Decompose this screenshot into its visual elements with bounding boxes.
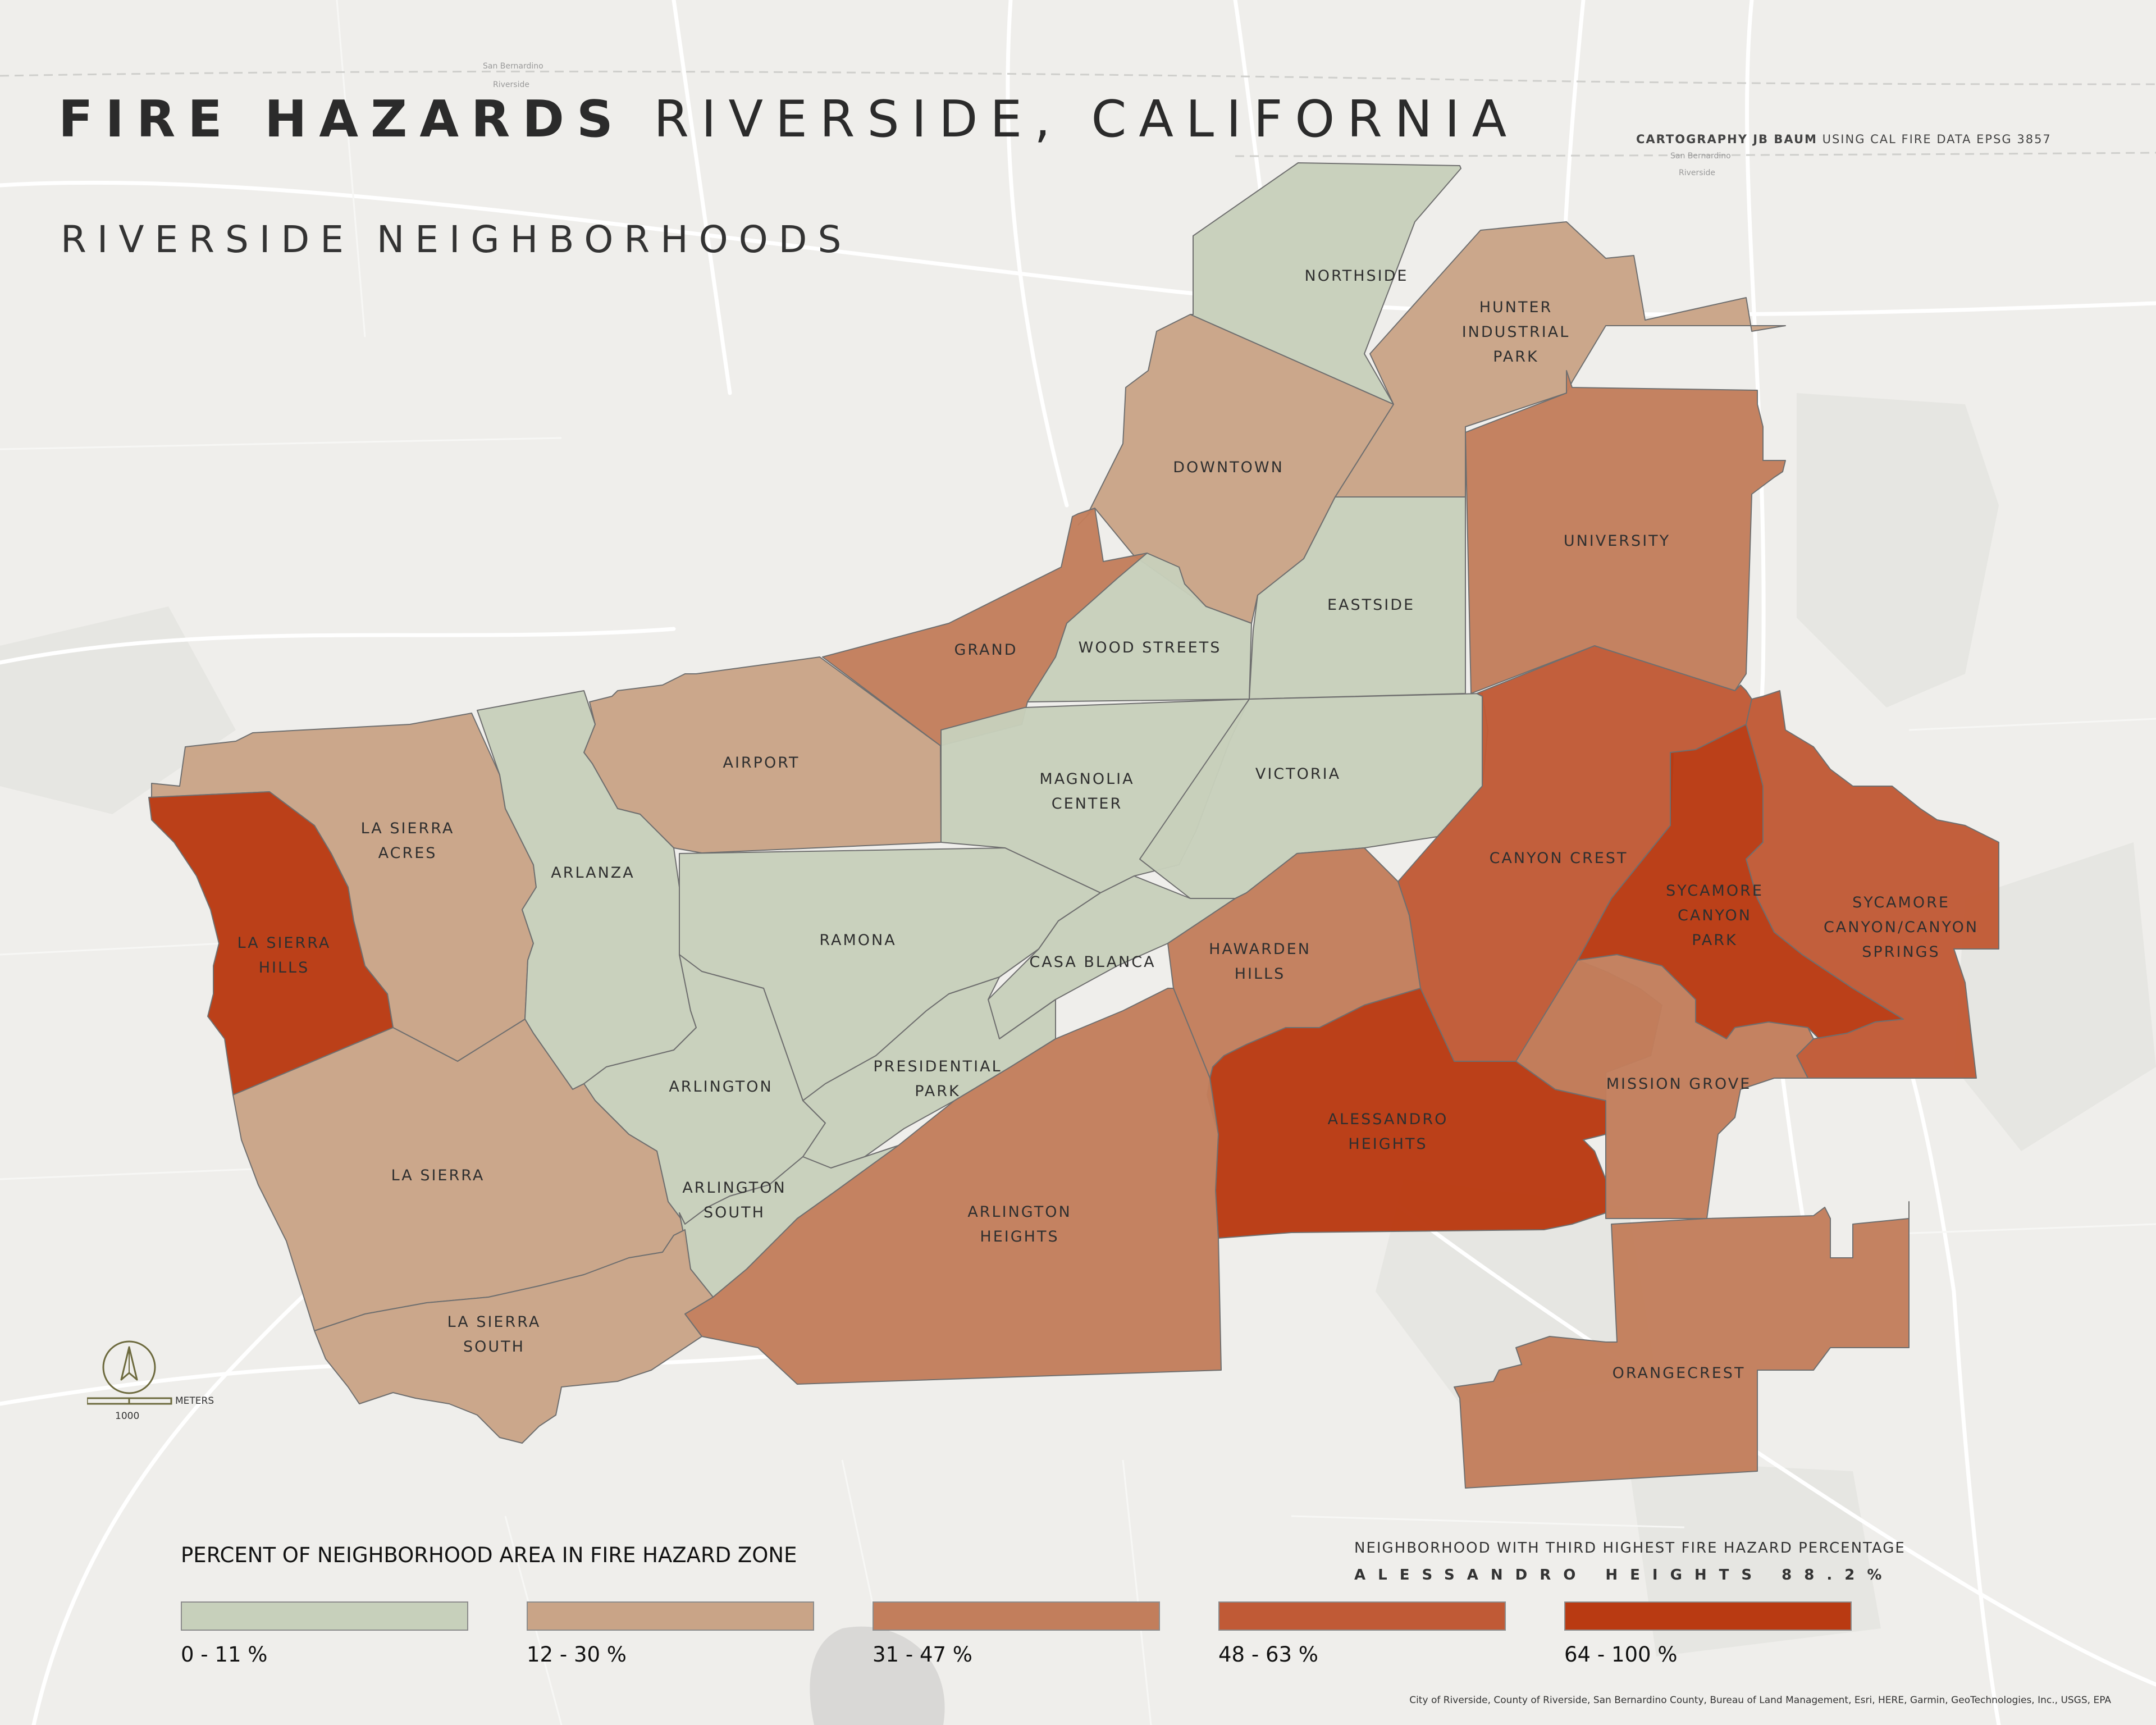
data-sources: City of Riverside, County of Riverside, … [1409, 1695, 2111, 1706]
neighborhood-sycamore-canyon-springs[interactable] [1746, 690, 1999, 1079]
map-title-place: RIVERSIDE, CALIFORNIA [654, 90, 1519, 149]
basemap-label-riverside: Riverside [493, 80, 529, 89]
scale-value: 1000 [115, 1411, 140, 1422]
label-canyon-crest: CANYON CREST [1490, 850, 1628, 867]
cartography-credit: CARTOGRAPHY JB BAUM USING CAL FIRE DATA … [1636, 133, 2052, 146]
legend-swatch-31-47 [873, 1601, 1160, 1631]
legend-swatch-12-30 [527, 1601, 814, 1631]
label-magnolia-center: MAGNOLIA CENTER [1039, 770, 1134, 813]
basemap-label-riverside-east: Riverside [1679, 168, 1715, 177]
lake [810, 1626, 945, 1725]
label-victoria: VICTORIA [1255, 765, 1341, 783]
legend-title: PERCENT OF NEIGHBORHOOD AREA IN FIRE HAZ… [181, 1543, 797, 1567]
third-highest-value: ALESSANDRO HEIGHTS 88.2% [1354, 1567, 1894, 1583]
label-wood-streets: WOOD STREETS [1079, 639, 1222, 656]
label-sycamore-canyon-springs: SYCAMORE CANYON/CANYON SPRINGS [1824, 894, 1979, 961]
legend-label-12-30: 12 - 30 % [527, 1642, 627, 1667]
label-downtown: DOWNTOWN [1173, 459, 1284, 476]
label-arlington-heights: ARLINGTON HEIGHTS [967, 1203, 1071, 1245]
label-hunter-industrial-park: HUNTER INDUSTRIAL PARK [1462, 299, 1570, 366]
label-sycamore-canyon-park: SYCAMORE CANYON PARK [1666, 882, 1764, 949]
label-la-sierra-south: LA SIERRA SOUTH [447, 1313, 541, 1356]
neighborhood-orangecrest[interactable] [1454, 1201, 1910, 1489]
label-casa-blanca: CASA BLANCA [1029, 953, 1155, 971]
credit-author: CARTOGRAPHY JB BAUM [1636, 133, 1817, 146]
label-airport: AIRPORT [723, 754, 800, 772]
label-arlington: ARLINGTON [669, 1078, 773, 1096]
north-arrow-icon [102, 1340, 156, 1394]
label-grand: GRAND [954, 641, 1017, 659]
label-la-sierra: LA SIERRA [391, 1167, 485, 1184]
credit-source: USING CAL FIRE DATA EPSG 3857 [1822, 133, 2052, 146]
county-boundary-east [1235, 152, 2156, 157]
basemap-label-san-bernardino: San Bernardino [483, 62, 543, 71]
neighborhood-university[interactable] [1465, 370, 1786, 694]
label-northside: NORTHSIDE [1305, 267, 1409, 285]
legend-label-64-100: 64 - 100 % [1564, 1642, 1678, 1667]
neighborhood-casa-blanca[interactable] [988, 875, 1236, 1039]
label-mission-grove: MISSION GROVE [1606, 1075, 1752, 1093]
legend-swatch-64-100 [1564, 1601, 1852, 1631]
legend-label-31-47: 31 - 47 % [873, 1642, 972, 1667]
label-arlington-south: ARLINGTON SOUTH [682, 1179, 786, 1221]
map-title: FIRE HAZARDS RIVERSIDE, CALIFORNIA [58, 90, 1519, 149]
neighborhood-mission-grove[interactable] [1515, 954, 1814, 1219]
label-alessandro-heights: ALESSANDRO HEIGHTS [1328, 1111, 1449, 1153]
scale-bar [87, 1397, 172, 1405]
scale-unit: METERS [175, 1395, 214, 1407]
label-orangecrest: ORANGECREST [1613, 1365, 1746, 1382]
label-arlanza: ARLANZA [551, 864, 635, 882]
third-highest-title: NEIGHBORHOOD WITH THIRD HIGHEST FIRE HAZ… [1354, 1540, 1906, 1557]
county-boundary [0, 70, 2156, 85]
label-hawarden-hills: HAWARDEN HILLS [1209, 941, 1311, 983]
legend-label-48-63: 48 - 63 % [1218, 1642, 1318, 1667]
label-university: UNIVERSITY [1564, 532, 1670, 550]
neighborhood-la-sierra-hills[interactable] [148, 791, 394, 1096]
label-eastside: EASTSIDE [1327, 596, 1415, 614]
map-subtitle: RIVERSIDE NEIGHBORHOODS [61, 218, 852, 261]
neighborhood-la-sierra-south[interactable] [314, 1229, 714, 1444]
basemap-label-san-bernardino-east: San Bernardino [1670, 152, 1731, 161]
label-ramona: RAMONA [819, 932, 896, 949]
label-presidential-park: PRESIDENTIAL PARK [873, 1058, 1002, 1100]
neighborhood-arlington-heights[interactable] [684, 988, 1222, 1385]
legend-swatch-48-63 [1218, 1601, 1506, 1631]
map-title-bold: FIRE HAZARDS [58, 90, 625, 149]
legend-label-0-11: 0 - 11 % [181, 1642, 268, 1667]
label-la-sierra-hills: LA SIERRA HILLS [237, 934, 331, 976]
neighborhood-wood-streets[interactable] [1027, 553, 1252, 702]
legend-swatch-0-11 [181, 1601, 468, 1631]
label-la-sierra-acres: LA SIERRA ACRES [361, 820, 455, 862]
